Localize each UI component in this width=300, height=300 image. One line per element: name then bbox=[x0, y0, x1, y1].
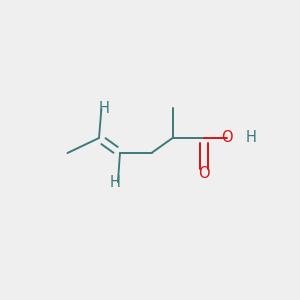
Text: O: O bbox=[198, 167, 210, 182]
Text: H: H bbox=[98, 101, 109, 116]
Text: H: H bbox=[246, 130, 257, 146]
Text: H: H bbox=[110, 175, 120, 190]
Text: O: O bbox=[221, 130, 233, 146]
